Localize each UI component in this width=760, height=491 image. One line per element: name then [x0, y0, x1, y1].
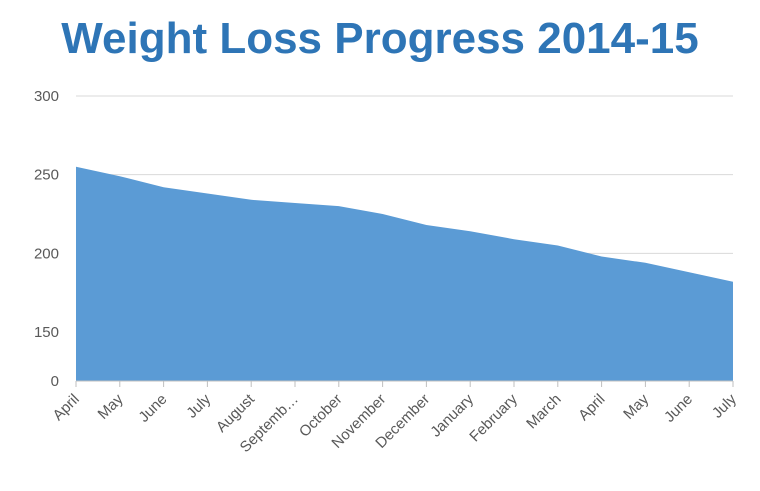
y-axis-labels: 300 250 200 150 0	[34, 88, 59, 390]
x-tick-label: April	[575, 391, 608, 424]
chart-title: Weight Loss Progress 2014-15	[61, 14, 699, 63]
y-tick-label: 150	[34, 324, 59, 341]
x-tick-label: June	[661, 391, 696, 426]
x-tick-label: May	[95, 390, 127, 422]
x-tick-label: May	[620, 390, 652, 422]
area-series-weight	[76, 166, 733, 381]
y-tick-label: 250	[34, 167, 59, 184]
x-tick-label: July	[183, 390, 214, 421]
y-tick-label: 0	[51, 373, 59, 390]
x-tick-label: February	[466, 390, 521, 445]
x-axis	[75, 380, 734, 387]
x-tick-label: July	[709, 390, 740, 421]
y-tick-label: 300	[34, 88, 59, 105]
x-tick-label: April	[50, 391, 83, 424]
x-tick-label: June	[135, 391, 170, 426]
x-tick-label: March	[523, 391, 564, 432]
series-area	[76, 166, 733, 381]
y-tick-label: 200	[34, 245, 59, 262]
x-axis-labels: April May June JulyAugustSeptemb…OctoberNov…	[50, 390, 741, 456]
